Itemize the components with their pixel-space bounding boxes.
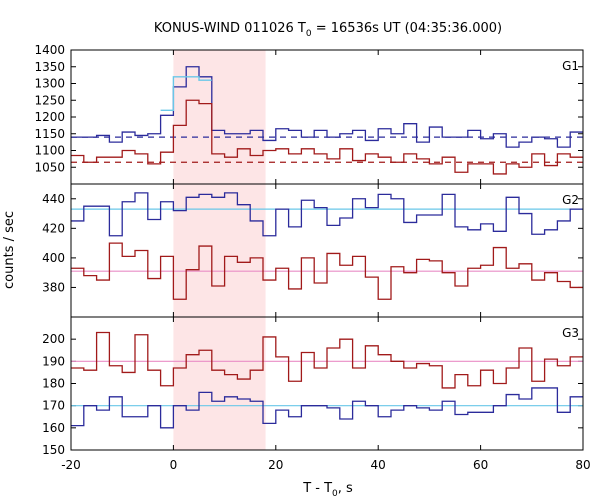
g3-y-tick-label: 160 — [42, 421, 65, 435]
x-tick-label: 60 — [473, 458, 488, 472]
g1-y-tick-label: 1300 — [34, 77, 65, 91]
g3-panel-frame — [70, 316, 584, 451]
burst-interval-shading — [173, 50, 266, 450]
g2-y-tick-label: 440 — [42, 192, 65, 206]
g3-y-tick-label: 190 — [42, 354, 65, 368]
g2-series-0-histogram — [71, 192, 583, 237]
g2-series-1-histogram — [71, 242, 583, 300]
g2-y-tick-label: 400 — [42, 251, 65, 265]
g1-y-tick-label: 1050 — [34, 160, 65, 174]
g1-panel-label: G1 — [562, 59, 579, 73]
g3-y-tick-label: 170 — [42, 399, 65, 413]
g3-y-tick-label: 180 — [42, 377, 65, 391]
g1-y-tick-label: 1100 — [34, 144, 65, 158]
y-axis-label: counts / sec — [2, 211, 17, 289]
x-tick-label: 20 — [268, 458, 283, 472]
g1-y-tick-label: 1150 — [34, 127, 65, 141]
g1-y-tick-label: 1400 — [34, 43, 65, 57]
x-tick-label: -20 — [61, 458, 81, 472]
g1-series-1-histogram — [71, 99, 583, 175]
g3-series-1-histogram — [71, 331, 583, 389]
g1-y-tick-label: 1250 — [34, 93, 65, 107]
plot-area: 10501100115012001250130013501400G1380400… — [34, 43, 590, 472]
x-tick-label: 0 — [170, 458, 178, 472]
g1-series-0-histogram — [71, 66, 583, 148]
g1-series-2-histogram — [160, 76, 212, 111]
g1-y-tick-label: 1200 — [34, 110, 65, 124]
g3-y-tick-label: 150 — [42, 443, 65, 457]
g2-y-tick-label: 420 — [42, 221, 65, 235]
g2-y-tick-label: 380 — [42, 280, 65, 294]
x-tick-label: 40 — [371, 458, 386, 472]
g3-series-0-histogram — [71, 387, 583, 429]
g2-panel-label: G2 — [562, 193, 579, 207]
g3-panel-label: G3 — [562, 326, 579, 340]
g3-y-tick-label: 200 — [42, 332, 65, 346]
x-axis-label: T - T0, s — [302, 481, 353, 499]
g1-y-tick-label: 1350 — [34, 60, 65, 74]
x-tick-label: 80 — [575, 458, 590, 472]
chart-title: KONUS-WIND 011026 T0 = 16536s UT (04:35:… — [154, 21, 502, 39]
